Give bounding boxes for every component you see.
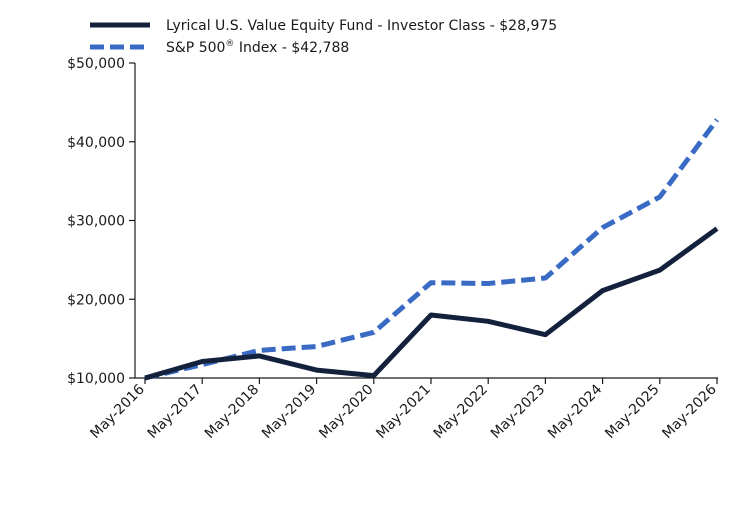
- x-tick-label: May-2021: [373, 382, 433, 442]
- x-tick-label: May-2022: [431, 382, 491, 442]
- x-tick-label: May-2024: [545, 381, 605, 441]
- x-tick-label: May-2019: [259, 382, 319, 442]
- x-tick-label: May-2023: [488, 382, 548, 442]
- legend: Lyrical U.S. Value Equity Fund - Investo…: [90, 18, 557, 56]
- y-tick-label: $20,000: [67, 292, 125, 308]
- y-tick-label: $50,000: [67, 56, 125, 72]
- y-tick-label: $30,000: [67, 214, 125, 230]
- legend-label-sp500: S&P 500® Index - $42,788: [166, 39, 349, 56]
- x-tick-label: May-2020: [316, 382, 376, 442]
- y-tick-label: $40,000: [67, 135, 125, 151]
- legend-label-fund: Lyrical U.S. Value Equity Fund - Investo…: [166, 18, 557, 34]
- series-lines: [144, 118, 720, 381]
- y-tick-label: $10,000: [67, 371, 125, 387]
- series-line-sp500: [144, 118, 720, 381]
- axes: $10,000 $20,000 $30,000 $40,000 $50,000 May-2…: [67, 56, 720, 442]
- x-tick-label: May-2026: [659, 381, 719, 441]
- x-tick-label: May-2016: [87, 381, 147, 441]
- x-tick-label: May-2017: [145, 382, 205, 442]
- x-tick-label: May-2018: [202, 382, 262, 442]
- x-tick-label: May-2025: [602, 382, 662, 442]
